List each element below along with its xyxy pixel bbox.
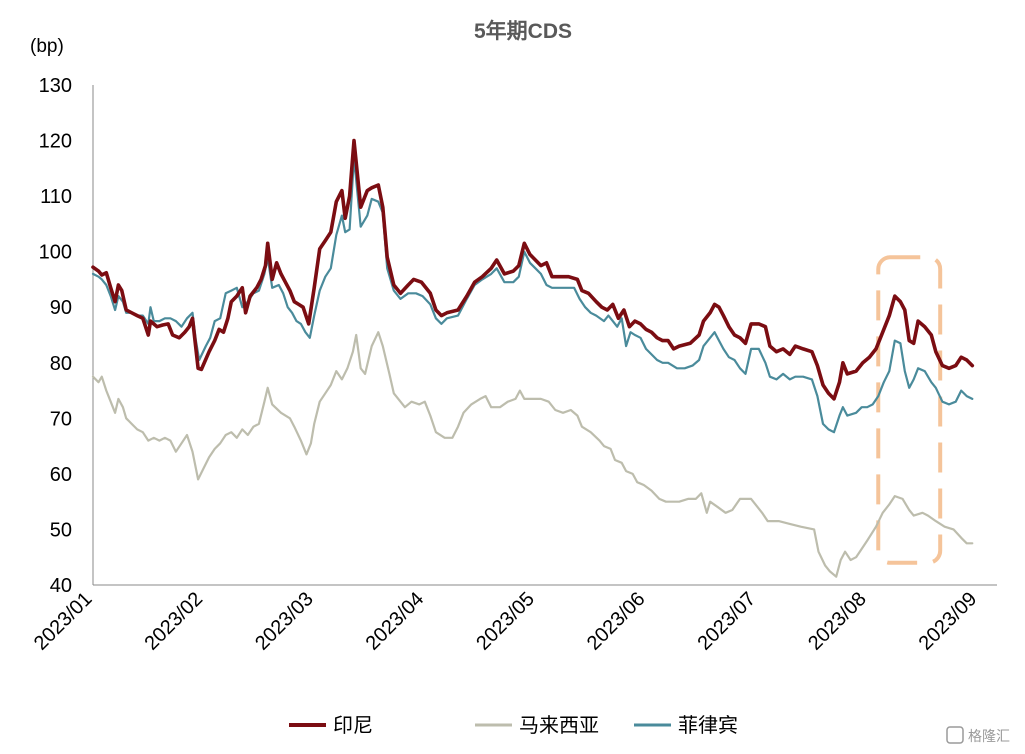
y-tick-label: 120 (39, 131, 72, 153)
series-line-0 (91, 138, 975, 401)
x-tick-label: 2023/03 (251, 588, 318, 655)
y-tick-label: 70 (50, 408, 72, 430)
x-tick-label: 2023/05 (472, 588, 539, 655)
x-tick-label: 2023/06 (583, 588, 650, 655)
y-tick-label: 80 (50, 353, 72, 375)
watermark-text: 格隆汇 (968, 728, 1010, 744)
legend-item: 菲律宾 (634, 714, 738, 737)
x-tick-label: 2023/02 (140, 588, 207, 655)
y-tick-label: 40 (50, 575, 72, 597)
watermark: 格隆汇 (946, 726, 1010, 744)
y-tick-label: 100 (39, 242, 72, 264)
watermark-icon (946, 726, 964, 744)
highlight-rect (876, 255, 943, 565)
y-tick-label: 130 (39, 75, 72, 97)
highlight-box (876, 255, 943, 565)
y-tick-label: 90 (50, 297, 72, 319)
x-tick-label: 2023/08 (804, 588, 871, 655)
series-lines (91, 138, 975, 578)
x-axis: 2023/01 2023/02 2023/03 2023/04 2023/05 2023/… (30, 588, 981, 655)
chart-title: 5年期CDS (474, 19, 572, 43)
y-tick-label: 50 (50, 519, 72, 541)
x-tick-label: 2023/01 (30, 588, 97, 655)
x-tick-label: 2023/09 (915, 588, 982, 655)
series-line-1 (91, 331, 974, 578)
series-line-2 (91, 156, 974, 434)
y-tick-label: 110 (40, 186, 72, 208)
legend-item: 印尼 (289, 714, 373, 737)
legend: 印尼 马来西亚 菲律宾 (289, 714, 738, 737)
legend-label: 印尼 (333, 714, 373, 737)
legend-label: 马来西亚 (519, 714, 599, 737)
legend-item: 马来西亚 (475, 714, 599, 737)
legend-label: 菲律宾 (678, 714, 738, 737)
y-axis: 40 50 60 70 80 90 100 110 120 130 (39, 75, 94, 597)
x-tick-label: 2023/04 (362, 588, 429, 655)
y-unit-label: (bp) (30, 36, 64, 57)
y-tick-label: 60 (50, 464, 72, 486)
x-tick-label: 2023/07 (693, 588, 760, 655)
